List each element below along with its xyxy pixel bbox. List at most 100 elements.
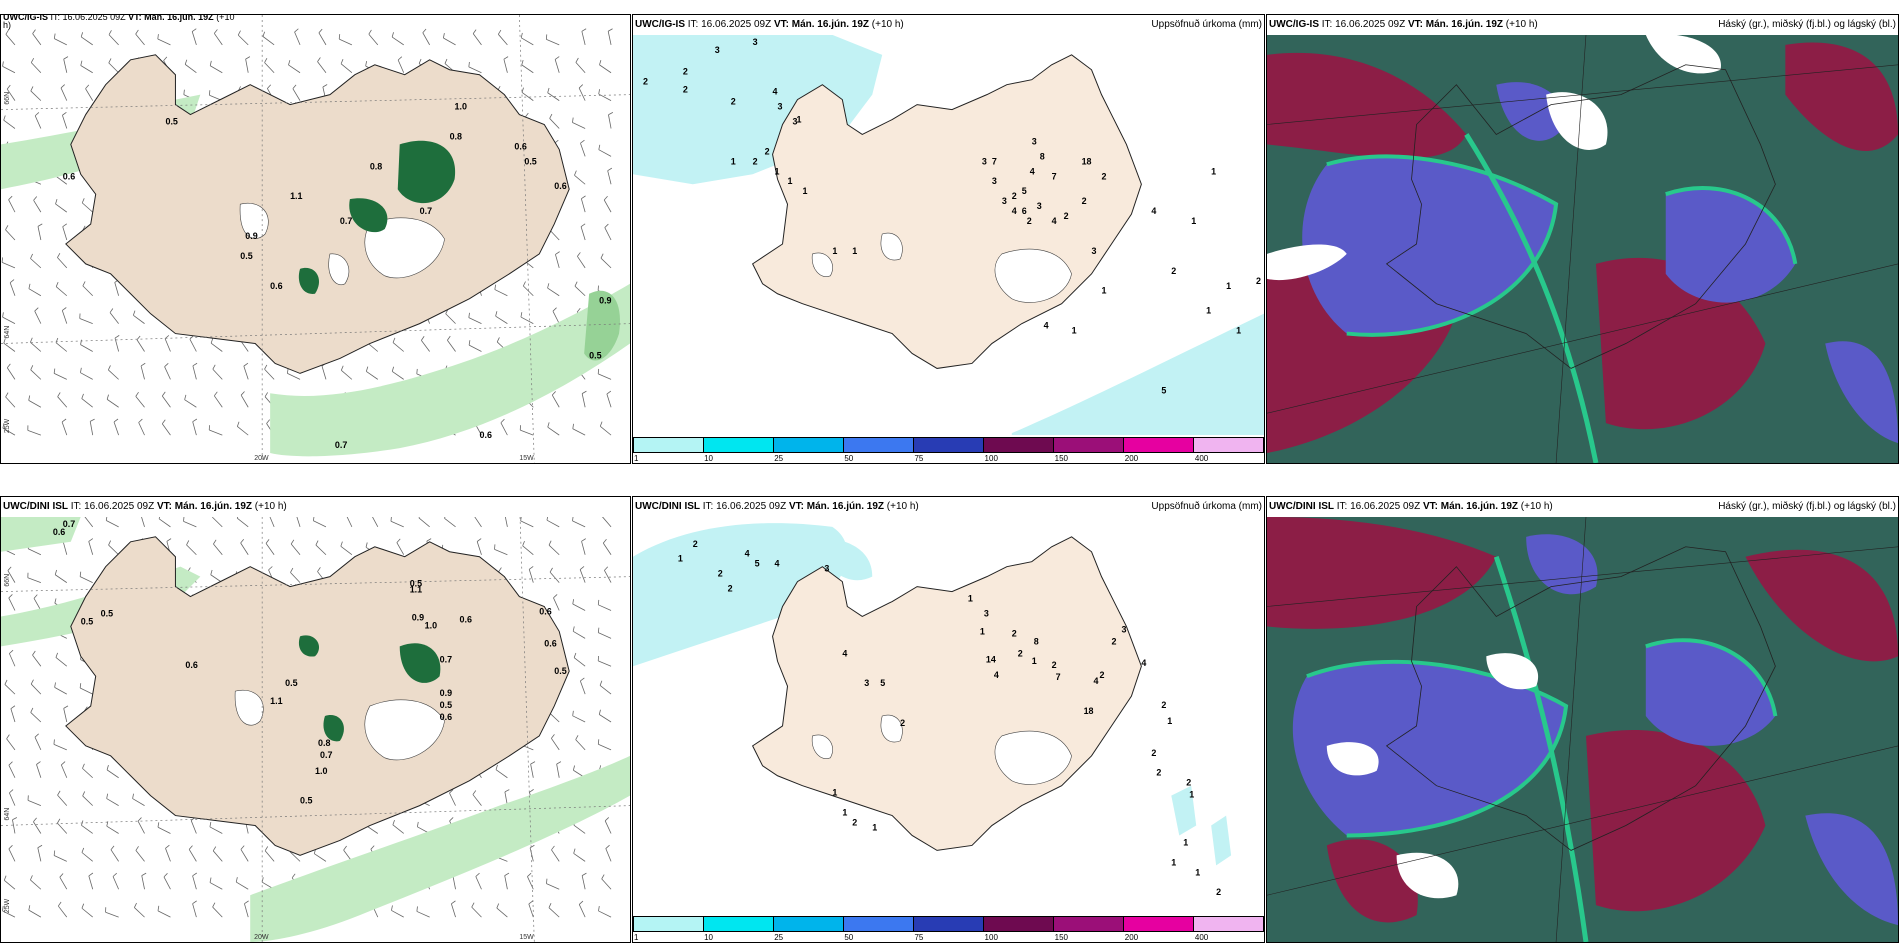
- wind-barb: [31, 62, 42, 74]
- wind-barb-tick: [236, 421, 240, 427]
- precip-value-label: 2: [1082, 196, 1087, 206]
- wind-barb: [444, 517, 456, 528]
- colorbar-tick-label: 75: [914, 454, 924, 463]
- wind-value-label: 1.1: [410, 585, 422, 595]
- lon-label-20w: 20W: [254, 934, 269, 941]
- clear-patch: [1486, 653, 1539, 690]
- wind-barb: [10, 708, 16, 723]
- colorbar-tick-label: 1: [634, 454, 639, 463]
- wind-barb: [289, 851, 301, 862]
- grid-line: [1, 94, 630, 110]
- wind-value-label: 0.7: [420, 206, 432, 216]
- wind-panel-title: UWC/DINI ISL IT: 16.06.2025 09Z VT: Mán.…: [1, 497, 630, 517]
- wind-barb: [523, 285, 534, 297]
- wind-barb: [340, 545, 353, 556]
- wind-barb-tick: [365, 61, 368, 67]
- wind-barb: [313, 520, 327, 528]
- wind-barb: [85, 88, 94, 101]
- wind-barb: [8, 199, 16, 213]
- grid-line: [1267, 546, 1898, 607]
- wind-barb-tick: [520, 312, 523, 318]
- precip-area: [812, 536, 873, 581]
- precip-value-label: 1: [1191, 216, 1196, 226]
- wind-barb-tick: [294, 28, 299, 33]
- wind-barb: [472, 794, 482, 806]
- wind-barb-tick: [552, 307, 557, 312]
- wind-barb-tick: [191, 28, 197, 32]
- wind-barb: [318, 32, 327, 46]
- wind-barb-tick: [599, 421, 603, 427]
- wind-barb-tick: [63, 705, 69, 709]
- wind-barb-tick: [32, 29, 36, 34]
- lat-label-64n: 64N: [4, 326, 11, 339]
- precip-value-label: 18: [1082, 156, 1092, 166]
- wind-barb: [500, 422, 508, 436]
- precip-value-label: 5: [1161, 385, 1166, 395]
- precip-value-label: 1: [1236, 326, 1241, 336]
- wind-value-label: 0.5: [285, 678, 297, 688]
- wind-barb-tick: [106, 394, 109, 400]
- colorbar-tick-label: 50: [844, 454, 854, 463]
- precip-band: [1, 516, 81, 552]
- wind-barb-tick: [30, 58, 35, 63]
- wind-barb: [133, 314, 145, 324]
- wind-barb-tick: [527, 872, 532, 877]
- wind-barb: [136, 339, 145, 352]
- precip-area: [1211, 815, 1232, 866]
- wind-barb: [496, 907, 508, 918]
- wind-barb: [184, 64, 197, 74]
- wind-barb: [292, 88, 301, 101]
- wind-barb-tick: [551, 391, 556, 396]
- wind-barb-tick: [447, 335, 451, 341]
- wind-barb: [164, 366, 171, 380]
- wind-barb-tick: [33, 594, 38, 599]
- wind-barb: [580, 226, 586, 241]
- wind-barb-tick: [106, 793, 109, 799]
- wind-barb: [341, 370, 353, 380]
- precip-value-label: 2: [718, 569, 723, 579]
- wind-barb: [210, 65, 223, 74]
- wind-barb: [33, 200, 42, 213]
- wind-barb-tick: [370, 845, 375, 850]
- wind-barb: [209, 882, 223, 890]
- wind-barb-tick: [604, 566, 609, 571]
- wind-barb-tick: [30, 707, 34, 713]
- wind-barb: [605, 848, 612, 862]
- precip-value-label: 2: [683, 85, 688, 95]
- wind-barb: [521, 37, 534, 46]
- colorbar-bin: [984, 917, 1054, 931]
- wind-barb: [575, 739, 586, 751]
- wind-barb: [37, 226, 42, 241]
- wind-barb-tick: [472, 29, 477, 34]
- precip-value-label: 2: [852, 818, 857, 828]
- precip-value-label: 3: [792, 117, 797, 127]
- wind-barb: [3, 342, 16, 352]
- wind-barb: [57, 822, 68, 834]
- wind-barb-tick: [183, 89, 185, 95]
- wind-panel-title: UWC/IG-IS IT: 16.06.2025 09Z VT: Mán. 16…: [3, 14, 235, 30]
- wind-barb: [28, 909, 42, 918]
- wind-barb-tick: [135, 391, 139, 397]
- wind-barb-tick: [30, 253, 33, 259]
- wind-barb: [443, 37, 456, 46]
- wind-barb-tick: [163, 873, 168, 878]
- wind-barb-tick: [53, 368, 56, 374]
- wind-barb: [210, 342, 223, 352]
- precip-value-label: 6: [1022, 206, 1027, 216]
- wind-barb: [27, 799, 42, 806]
- precip-map-top: 2232223433112211111734281872563422314154…: [633, 15, 1264, 463]
- wind-barb: [290, 543, 301, 555]
- wind-barb: [32, 654, 42, 667]
- wind-barb-tick: [32, 650, 36, 656]
- wind-barb: [110, 849, 119, 862]
- wind-barb: [366, 371, 379, 380]
- wind-barb: [522, 545, 534, 556]
- precip-value-label: 2: [643, 77, 648, 87]
- wind-barb-tick: [62, 223, 68, 227]
- precip-value-label: 2: [1100, 670, 1105, 680]
- wind-barb: [521, 92, 534, 101]
- wind-barb: [106, 399, 119, 408]
- precip-panel-title: UWC/IG-IS IT: 16.06.2025 09Z VT: Mán. 16…: [633, 15, 1264, 35]
- wind-barb: [88, 541, 94, 555]
- wind-barb: [28, 400, 42, 408]
